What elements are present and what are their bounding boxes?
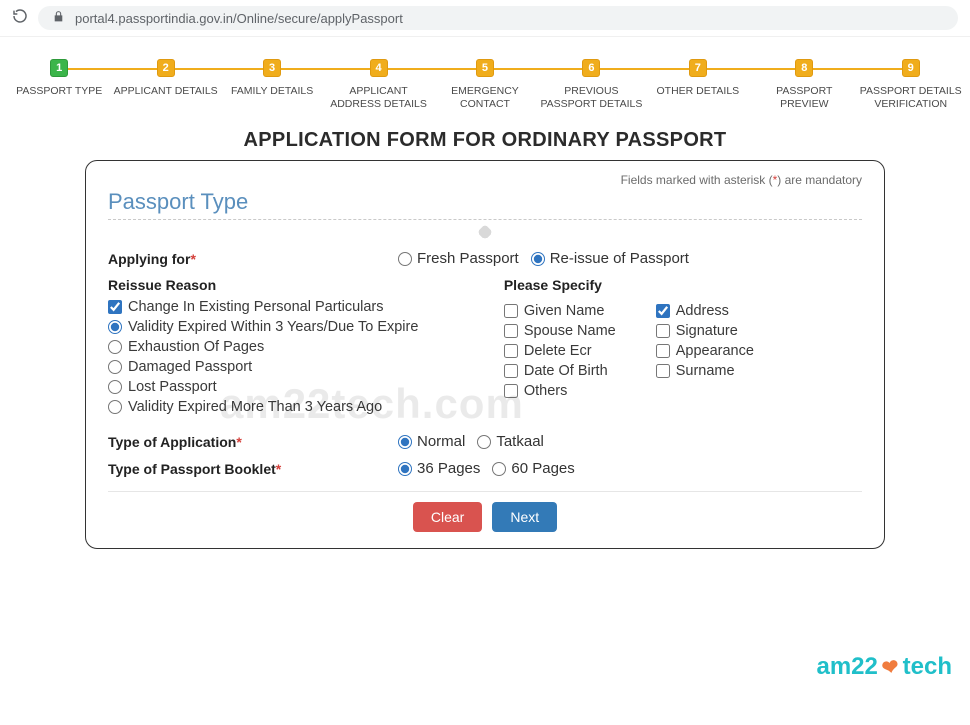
specify-option[interactable]: Others	[504, 383, 616, 399]
reissue-reason-option[interactable]: Exhaustion Of Pages	[108, 339, 504, 355]
app-type-label: Type of Application	[108, 434, 236, 450]
drag-handle-icon	[477, 224, 493, 240]
applying-reissue-option[interactable]: Re-issue of Passport	[531, 250, 689, 267]
reissue-reason-option[interactable]: Damaged Passport	[108, 359, 504, 375]
reissue-reason-title: Reissue Reason	[108, 277, 504, 293]
reload-icon[interactable]	[12, 8, 28, 29]
step-nub: 5	[476, 59, 494, 77]
booklet-60[interactable]: 60 Pages	[492, 460, 574, 477]
specify-option[interactable]: Appearance	[656, 343, 754, 359]
step-label: PASSPORT TYPE	[16, 85, 102, 98]
applying-for-label: Applying for	[108, 251, 190, 267]
next-button[interactable]: Next	[492, 502, 557, 532]
applying-fresh-option[interactable]: Fresh Passport	[398, 250, 519, 267]
specify-option[interactable]: Address	[656, 303, 754, 319]
step-nub: 1	[50, 59, 68, 77]
app-type-normal[interactable]: Normal	[398, 433, 465, 450]
specify-option[interactable]: Delete Ecr	[504, 343, 616, 359]
browser-address-bar: portal4.passportindia.gov.in/Online/secu…	[0, 0, 970, 37]
step-label: EMERGENCY CONTACT	[432, 85, 538, 111]
step-6[interactable]: 6 PREVIOUS PASSPORT DETAILS	[538, 59, 644, 111]
specify-option[interactable]: Date Of Birth	[504, 363, 616, 379]
step-nub: 3	[263, 59, 281, 77]
booklet-row: Type of Passport Booklet* 36 Pages 60 Pa…	[108, 460, 862, 477]
step-nub: 8	[795, 59, 813, 77]
url-text: portal4.passportindia.gov.in/Online/secu…	[75, 11, 403, 26]
step-label: OTHER DETAILS	[657, 85, 740, 98]
reissue-reason-option[interactable]: Lost Passport	[108, 379, 504, 395]
section-title: Passport Type	[108, 189, 862, 220]
step-nub: 4	[370, 59, 388, 77]
page-title: APPLICATION FORM FOR ORDINARY PASSPORT	[0, 129, 970, 152]
stepper: 1 PASSPORT TYPE2 APPLICANT DETAILS3 FAMI…	[0, 37, 970, 119]
applying-for-row: Applying for* Fresh Passport Re-issue of…	[108, 250, 862, 267]
reissue-reason-option[interactable]: Validity Expired More Than 3 Years Ago	[108, 399, 504, 415]
specify-option[interactable]: Given Name	[504, 303, 616, 319]
booklet-36[interactable]: 36 Pages	[398, 460, 480, 477]
brand-logo: am22❤tech	[816, 653, 952, 681]
step-1[interactable]: 1 PASSPORT TYPE	[6, 59, 112, 98]
booklet-label: Type of Passport Booklet	[108, 461, 276, 477]
step-5[interactable]: 5 EMERGENCY CONTACT	[432, 59, 538, 111]
reissue-change-particulars[interactable]: Change In Existing Personal Particulars	[108, 299, 504, 315]
app-type-row: Type of Application* Normal Tatkaal	[108, 433, 862, 450]
step-2[interactable]: 2 APPLICANT DETAILS	[112, 59, 218, 98]
step-nub: 7	[689, 59, 707, 77]
step-nub: 9	[902, 59, 920, 77]
specify-option[interactable]: Surname	[656, 363, 754, 379]
clear-button[interactable]: Clear	[413, 502, 482, 532]
step-nub: 2	[157, 59, 175, 77]
step-9[interactable]: 9 PASSPORT DETAILS VERIFICATION	[858, 59, 964, 111]
heart-icon: ❤	[880, 653, 901, 681]
step-8[interactable]: 8 PASSPORT PREVIEW	[751, 59, 857, 111]
step-label: APPLICANT DETAILS	[114, 85, 218, 98]
step-4[interactable]: 4 APPLICANT ADDRESS DETAILS	[325, 59, 431, 111]
step-nub: 6	[582, 59, 600, 77]
form-card: Fields marked with asterisk (*) are mand…	[85, 160, 885, 549]
specify-option[interactable]: Signature	[656, 323, 754, 339]
step-3[interactable]: 3 FAMILY DETAILS	[219, 59, 325, 98]
lock-icon	[52, 10, 65, 26]
reissue-reason-option[interactable]: Validity Expired Within 3 Years/Due To E…	[108, 319, 504, 335]
step-label: APPLICANT ADDRESS DETAILS	[325, 85, 431, 111]
please-specify-title: Please Specify	[504, 277, 862, 293]
step-label: PREVIOUS PASSPORT DETAILS	[538, 85, 644, 111]
step-7[interactable]: 7 OTHER DETAILS	[645, 59, 751, 98]
specify-option[interactable]: Spouse Name	[504, 323, 616, 339]
mandatory-note: Fields marked with asterisk (*) are mand…	[108, 173, 862, 187]
divider	[108, 491, 862, 492]
step-label: FAMILY DETAILS	[231, 85, 313, 98]
url-box[interactable]: portal4.passportindia.gov.in/Online/secu…	[38, 6, 958, 30]
step-label: PASSPORT PREVIEW	[751, 85, 857, 111]
step-label: PASSPORT DETAILS VERIFICATION	[858, 85, 964, 111]
app-type-tatkaal[interactable]: Tatkaal	[477, 433, 544, 450]
